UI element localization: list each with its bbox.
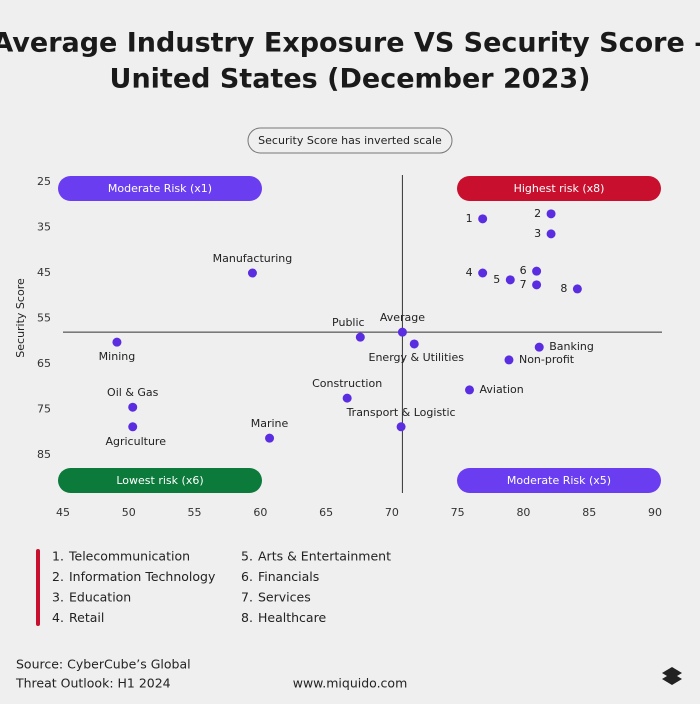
x-tick-label: 50 <box>122 506 136 519</box>
chart-title: United States (December 2023) <box>110 64 591 95</box>
x-tick-label: 90 <box>648 506 662 519</box>
x-tick-label: 65 <box>319 506 333 519</box>
quadrant-badge <box>457 468 661 493</box>
quadrant-label: Moderate Risk (x5) <box>507 474 611 487</box>
point <box>265 433 275 443</box>
point <box>247 268 257 278</box>
point-label: Aviation <box>480 383 524 396</box>
y-tick-label: 75 <box>37 403 51 416</box>
website: www.miquido.com <box>293 676 408 691</box>
legend-number: 1. <box>52 549 64 564</box>
y-tick-label: 65 <box>37 357 51 370</box>
legend-label: Healthcare <box>258 610 326 625</box>
y-tick-label: 85 <box>37 448 51 461</box>
legend-number: 6. <box>241 569 253 584</box>
note: Security Score has inverted scale <box>258 134 442 147</box>
point <box>342 393 352 403</box>
legend-number: 5. <box>241 549 253 564</box>
point <box>409 339 419 349</box>
point <box>572 284 582 294</box>
legend-label: Retail <box>69 610 104 625</box>
point <box>546 209 556 219</box>
legend-label: Services <box>258 590 311 605</box>
point <box>534 342 544 352</box>
x-tick-label: 80 <box>516 506 530 519</box>
point-label: Average <box>380 311 425 324</box>
point <box>355 332 365 342</box>
legend-label: Information Technology <box>69 569 216 584</box>
quadrant-label: Lowest risk (x6) <box>116 474 203 487</box>
legend-number: 8. <box>241 610 253 625</box>
quadrant-badge <box>58 176 262 201</box>
point-label: 6 <box>520 264 527 277</box>
point <box>128 402 138 412</box>
legend-number: 4. <box>52 610 64 625</box>
point-label: Construction <box>312 377 382 390</box>
point <box>128 422 138 432</box>
point <box>504 355 514 365</box>
point <box>112 337 122 347</box>
point <box>546 229 556 239</box>
logo <box>662 667 682 685</box>
point-label: Non-profit <box>519 353 575 366</box>
legend-number: 7. <box>241 590 253 605</box>
source: Threat Outlook: H1 2024 <box>15 676 171 691</box>
legend-number: 3. <box>52 590 64 605</box>
legend-number: 2. <box>52 569 64 584</box>
y-tick-label: 55 <box>37 312 51 325</box>
point-label: Energy & Utilities <box>369 351 465 364</box>
point-label: Agriculture <box>105 435 166 448</box>
point-label: Public <box>332 316 365 329</box>
point-label: 8 <box>560 282 567 295</box>
point-label: Marine <box>251 417 289 430</box>
point <box>465 385 475 395</box>
note-pill <box>247 127 453 154</box>
point-label: 4 <box>466 266 473 279</box>
quadrant-badge <box>58 468 262 493</box>
legend-label: Telecommunication <box>68 549 190 564</box>
point-label: 1 <box>466 212 473 225</box>
chart-title: Average Industry Exposure VS Security Sc… <box>0 28 700 59</box>
point-label: Oil & Gas <box>107 386 159 399</box>
point-label: Transport & Logistic <box>346 406 456 419</box>
point <box>505 275 515 285</box>
point-label: 7 <box>520 278 527 291</box>
x-tick-label: 55 <box>188 506 202 519</box>
point-label: Mining <box>99 350 136 363</box>
legend-label: Arts & Entertainment <box>258 549 391 564</box>
point-label: 3 <box>534 227 541 240</box>
quadrant-label: Moderate Risk (x1) <box>108 182 212 195</box>
point-label: Banking <box>549 340 594 353</box>
point <box>478 268 488 278</box>
point <box>396 422 406 432</box>
y-tick-label: 25 <box>37 175 51 188</box>
y-tick-label: 45 <box>37 266 51 279</box>
legend-label: Financials <box>258 569 319 584</box>
point <box>397 327 407 337</box>
legend-bar <box>36 549 40 626</box>
legend-label: Education <box>69 590 131 605</box>
x-tick-label: 75 <box>451 506 465 519</box>
x-tick-label: 85 <box>582 506 596 519</box>
point-label: 5 <box>493 273 500 286</box>
quadrant-label: Highest risk (x8) <box>514 182 605 195</box>
point <box>478 214 488 224</box>
y-tick-label: 35 <box>37 221 51 234</box>
point-label: Manufacturing <box>213 252 293 265</box>
x-tick-label: 70 <box>385 506 399 519</box>
x-tick-label: 60 <box>253 506 267 519</box>
x-tick-label: 45 <box>56 506 70 519</box>
point-label: 2 <box>534 207 541 220</box>
y-axis-label: Security Score <box>14 278 27 358</box>
source: Source: CyberCube’s Global <box>16 657 191 672</box>
point <box>532 280 542 290</box>
point <box>532 266 542 276</box>
quadrant-badge <box>457 176 661 201</box>
